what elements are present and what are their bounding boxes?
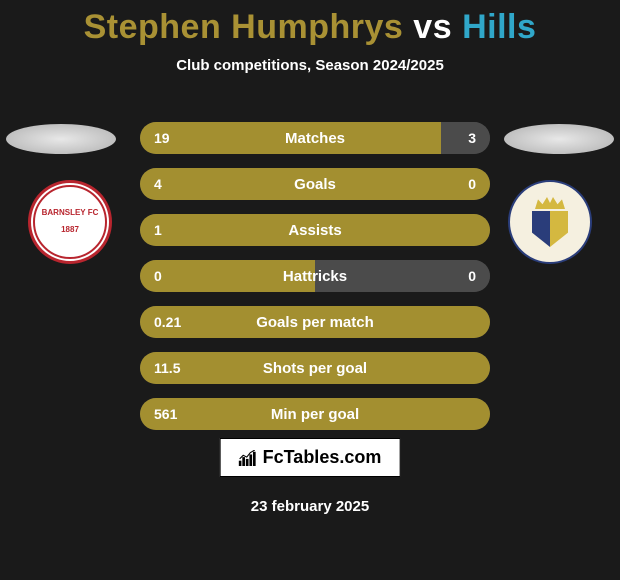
stat-label: Min per goal	[271, 406, 359, 423]
player2-silhouette-base	[504, 124, 614, 154]
comparison-title: Stephen Humphrys vs Hills	[0, 0, 620, 47]
stat-left-value: 11.5	[154, 360, 180, 376]
stat-bar-right	[441, 122, 490, 154]
player1-club-badge: BARNSLEY FC 1887	[28, 180, 112, 264]
player1-silhouette-base	[6, 124, 116, 154]
stat-label: Shots per goal	[263, 360, 367, 377]
vs-text: vs	[413, 8, 452, 46]
stat-row: 1 Assists	[140, 214, 490, 246]
watermark-text: FcTables.com	[263, 447, 382, 468]
player2-name: Hills	[462, 8, 536, 46]
stat-label: Assists	[288, 222, 341, 239]
date-text: 23 february 2025	[0, 498, 620, 515]
stat-right-value: 3	[468, 130, 476, 146]
stat-row: 0.21 Goals per match	[140, 306, 490, 338]
stat-right-value: 0	[468, 176, 476, 192]
stat-left-value: 4	[154, 176, 162, 192]
stat-right-value: 0	[468, 268, 476, 284]
stat-left-value: 0	[154, 268, 162, 284]
stat-label: Goals per match	[256, 314, 374, 331]
stat-row: 0 Hattricks 0	[140, 260, 490, 292]
chart-icon	[239, 450, 257, 466]
watermark: FcTables.com	[220, 438, 401, 477]
stat-label: Goals	[294, 176, 336, 193]
stat-label: Hattricks	[283, 268, 347, 285]
stats-container: 19 Matches 3 4 Goals 0 1 Assists 0 Hattricks 0 0.21…	[140, 122, 490, 444]
crest-crown-icon	[535, 197, 565, 209]
player1-name: Stephen Humphrys	[84, 8, 404, 46]
stat-left-value: 561	[154, 406, 177, 422]
stat-label: Matches	[285, 130, 345, 147]
subtitle: Club competitions, Season 2024/2025	[0, 57, 620, 74]
stat-left-value: 1	[154, 222, 162, 238]
badge-left-label: BARNSLEY FC 1887	[42, 209, 99, 235]
crest-shield-icon	[532, 211, 568, 247]
stat-row: 19 Matches 3	[140, 122, 490, 154]
stat-left-value: 19	[154, 130, 170, 146]
stat-row: 11.5 Shots per goal	[140, 352, 490, 384]
player2-club-badge	[508, 180, 592, 264]
stat-row: 561 Min per goal	[140, 398, 490, 430]
stat-left-value: 0.21	[154, 314, 181, 330]
stat-row: 4 Goals 0	[140, 168, 490, 200]
